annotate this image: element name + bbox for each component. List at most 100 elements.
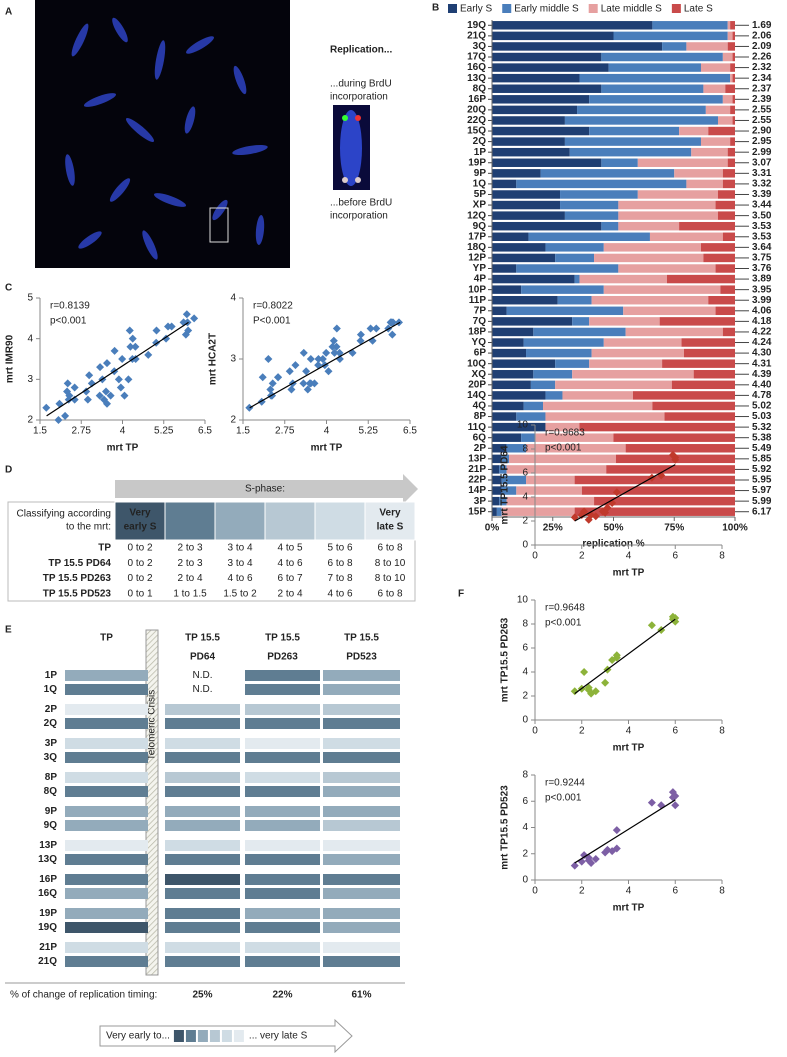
point (245, 403, 254, 412)
cell (165, 786, 240, 797)
bar-segment (492, 126, 590, 136)
bar-segment (492, 496, 500, 506)
row-label: 19Q (38, 922, 57, 933)
bar-segment (506, 444, 527, 453)
x-tick-label: 6.5 (403, 426, 417, 437)
signal (342, 115, 348, 121)
bar-segment (492, 21, 653, 30)
cell (165, 752, 240, 763)
cell (323, 922, 400, 933)
row-label: 16Q (38, 888, 57, 899)
cell (165, 738, 240, 749)
bar-segment (492, 116, 565, 125)
x-axis-label: mrt TP (311, 443, 343, 454)
point (102, 359, 111, 368)
row-label: 14Q (467, 390, 486, 401)
bar-segment (564, 137, 701, 146)
bar-segment (535, 433, 614, 442)
row-label: 15P (468, 506, 486, 517)
point (54, 416, 63, 424)
bar-segment (506, 496, 595, 506)
annotation: P<0.001 (253, 316, 291, 327)
annotation: p<0.001 (50, 316, 87, 327)
point (657, 801, 666, 810)
point (42, 403, 51, 412)
legend-swatch (209, 1030, 220, 1042)
cell: 4 to 6 (327, 589, 352, 600)
point (356, 336, 365, 345)
legend-swatch (185, 1030, 196, 1042)
mrt-label: 3.53 (752, 231, 772, 242)
cell (165, 888, 240, 899)
row-label: 2Q (44, 718, 58, 729)
bar-segment (492, 433, 522, 442)
bar-segment (501, 486, 517, 495)
point (332, 324, 341, 333)
point (647, 798, 656, 807)
cell: 6 to 8 (327, 558, 352, 569)
bar-segment (722, 95, 733, 104)
point (55, 399, 64, 408)
cell (65, 854, 148, 865)
cell (323, 752, 400, 763)
cell (65, 670, 148, 681)
cell: 1.5 to 2 (223, 589, 257, 600)
mrt-label: 4.40 (752, 379, 772, 390)
bar-segment (606, 465, 735, 474)
point (285, 367, 294, 376)
point (366, 324, 375, 333)
mrt-label: 4.30 (752, 348, 772, 359)
mrt-label: 2.26 (752, 52, 772, 63)
row-label: 9P (45, 806, 58, 817)
bar-segment (679, 126, 709, 136)
y-tick-label: 4 (522, 667, 528, 678)
bar-segment (521, 433, 536, 442)
bar-segment (526, 444, 626, 453)
point (102, 387, 110, 396)
bar-segment (727, 42, 735, 51)
point (106, 391, 115, 400)
mrt-label: 5.32 (752, 422, 772, 433)
mrt-label: 4.18 (752, 316, 772, 327)
mrt-label: 2.37 (752, 83, 772, 94)
cell (245, 874, 320, 885)
x-tick-label: 4 (120, 426, 126, 437)
point (110, 346, 119, 355)
corner-label: Classifying according (17, 509, 112, 520)
x-axis-label: mrt TP (613, 903, 645, 914)
x-tick-label: 6 (672, 551, 678, 562)
column-header: PD263 (267, 652, 298, 663)
row-label: 12P (468, 253, 486, 264)
panel-label: F (458, 589, 464, 600)
bar-segment (613, 433, 735, 442)
bar-segment (662, 359, 735, 368)
bar-segment (705, 105, 731, 115)
annotation: r=0.9683 (545, 428, 585, 439)
bar-segment (521, 285, 604, 294)
point (330, 348, 339, 357)
trendline (46, 321, 189, 417)
point (85, 371, 94, 380)
bar-segment (730, 21, 735, 30)
bar-segment (492, 338, 524, 347)
bar-segment (506, 306, 624, 316)
bar-segment (492, 169, 541, 178)
micrograph (35, 0, 290, 268)
bar-segment (523, 401, 544, 411)
row-label: 20P (468, 379, 486, 390)
point (70, 395, 79, 404)
cell (323, 704, 400, 715)
header-cell (164, 501, 216, 541)
cell (323, 820, 400, 831)
bar-segment (691, 147, 728, 157)
point (612, 844, 621, 853)
bar-segment (618, 264, 716, 273)
row-label: 7Q (473, 316, 487, 327)
mrt-label: 3.64 (752, 242, 772, 253)
bar-segment (674, 169, 723, 178)
row-label: 8P (474, 411, 487, 422)
row-label: 21P (468, 464, 486, 475)
corner-label: to the mrt: (66, 522, 111, 533)
bar-segment (516, 264, 619, 273)
